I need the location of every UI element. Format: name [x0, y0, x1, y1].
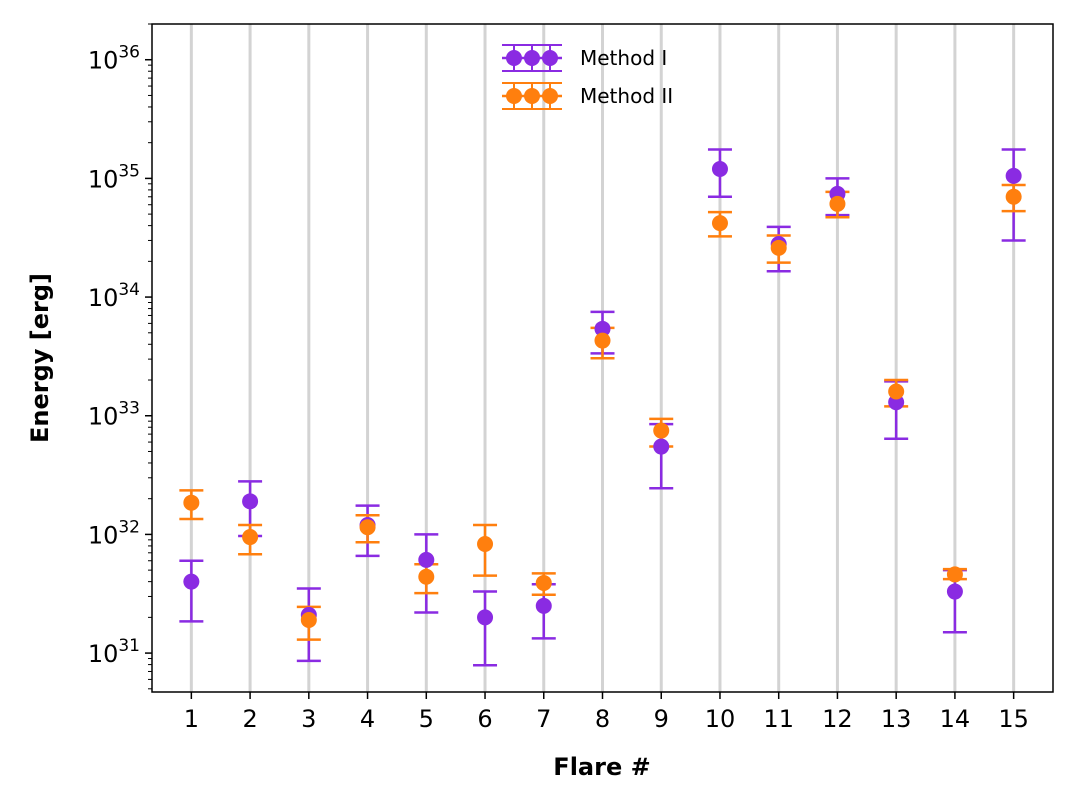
- data-point: [653, 438, 670, 455]
- x-tick-label: 13: [881, 705, 912, 733]
- x-tick-label: 10: [705, 705, 736, 733]
- data-point: [594, 332, 611, 349]
- x-tick-label: 4: [360, 705, 375, 733]
- data-point: [477, 536, 494, 553]
- y-tick-label: 1036: [88, 43, 140, 75]
- legend-marker: [524, 50, 540, 66]
- y-tick-label: 1035: [88, 161, 140, 193]
- x-tick-label: 3: [301, 705, 316, 733]
- data-point: [1005, 167, 1022, 184]
- legend-label: Method II: [580, 84, 673, 108]
- data-markers: [183, 160, 1022, 629]
- legend-marker: [524, 88, 540, 104]
- y-tick-label: 1034: [88, 280, 140, 312]
- x-tick-label: 8: [595, 705, 610, 733]
- data-point: [183, 494, 200, 511]
- x-tick-label: 2: [242, 705, 257, 733]
- legend-marker: [506, 88, 522, 104]
- data-point: [242, 529, 259, 546]
- y-tick-label: 1032: [88, 517, 140, 549]
- data-point: [359, 519, 376, 536]
- data-point: [829, 195, 846, 212]
- data-point: [770, 239, 787, 256]
- data-point: [1005, 188, 1022, 205]
- x-axis-label: Flare #: [553, 753, 650, 781]
- data-point: [711, 215, 728, 232]
- data-point: [888, 383, 905, 400]
- data-point: [300, 612, 317, 629]
- x-tick-label: 5: [419, 705, 434, 733]
- legend-marker: [506, 50, 522, 66]
- x-tick-label: 7: [536, 705, 551, 733]
- legend: Method I Method II: [502, 44, 673, 110]
- data-point: [477, 609, 494, 626]
- x-tick-label: 14: [940, 705, 971, 733]
- data-point: [653, 422, 670, 439]
- y-axis-ticks: 1031 1032 1033 1034 1035 1036: [88, 23, 152, 690]
- x-tick-label: 9: [654, 705, 669, 733]
- x-axis-ticks: 1 2 3 4 5 6 7 8 9 10 11 12 13 14 15: [184, 692, 1029, 733]
- x-tick-label: 6: [477, 705, 492, 733]
- data-point: [535, 574, 552, 591]
- data-point: [183, 573, 200, 590]
- legend-marker: [542, 88, 558, 104]
- x-tick-label: 12: [822, 705, 853, 733]
- data-point: [535, 597, 552, 614]
- data-point: [946, 583, 963, 600]
- data-point: [711, 160, 728, 177]
- data-point: [242, 493, 259, 510]
- y-tick-label: 1033: [88, 399, 140, 431]
- x-tick-label: 1: [184, 705, 199, 733]
- x-tick-label: 15: [998, 705, 1029, 733]
- legend-marker: [542, 50, 558, 66]
- y-tick-label: 1031: [88, 636, 140, 668]
- y-axis-label: Energy [erg]: [26, 273, 54, 443]
- data-point: [418, 551, 435, 568]
- legend-label: Method I: [580, 46, 667, 70]
- data-point: [594, 320, 611, 337]
- x-tick-label: 11: [763, 705, 794, 733]
- data-point: [946, 566, 963, 583]
- data-point: [418, 568, 435, 585]
